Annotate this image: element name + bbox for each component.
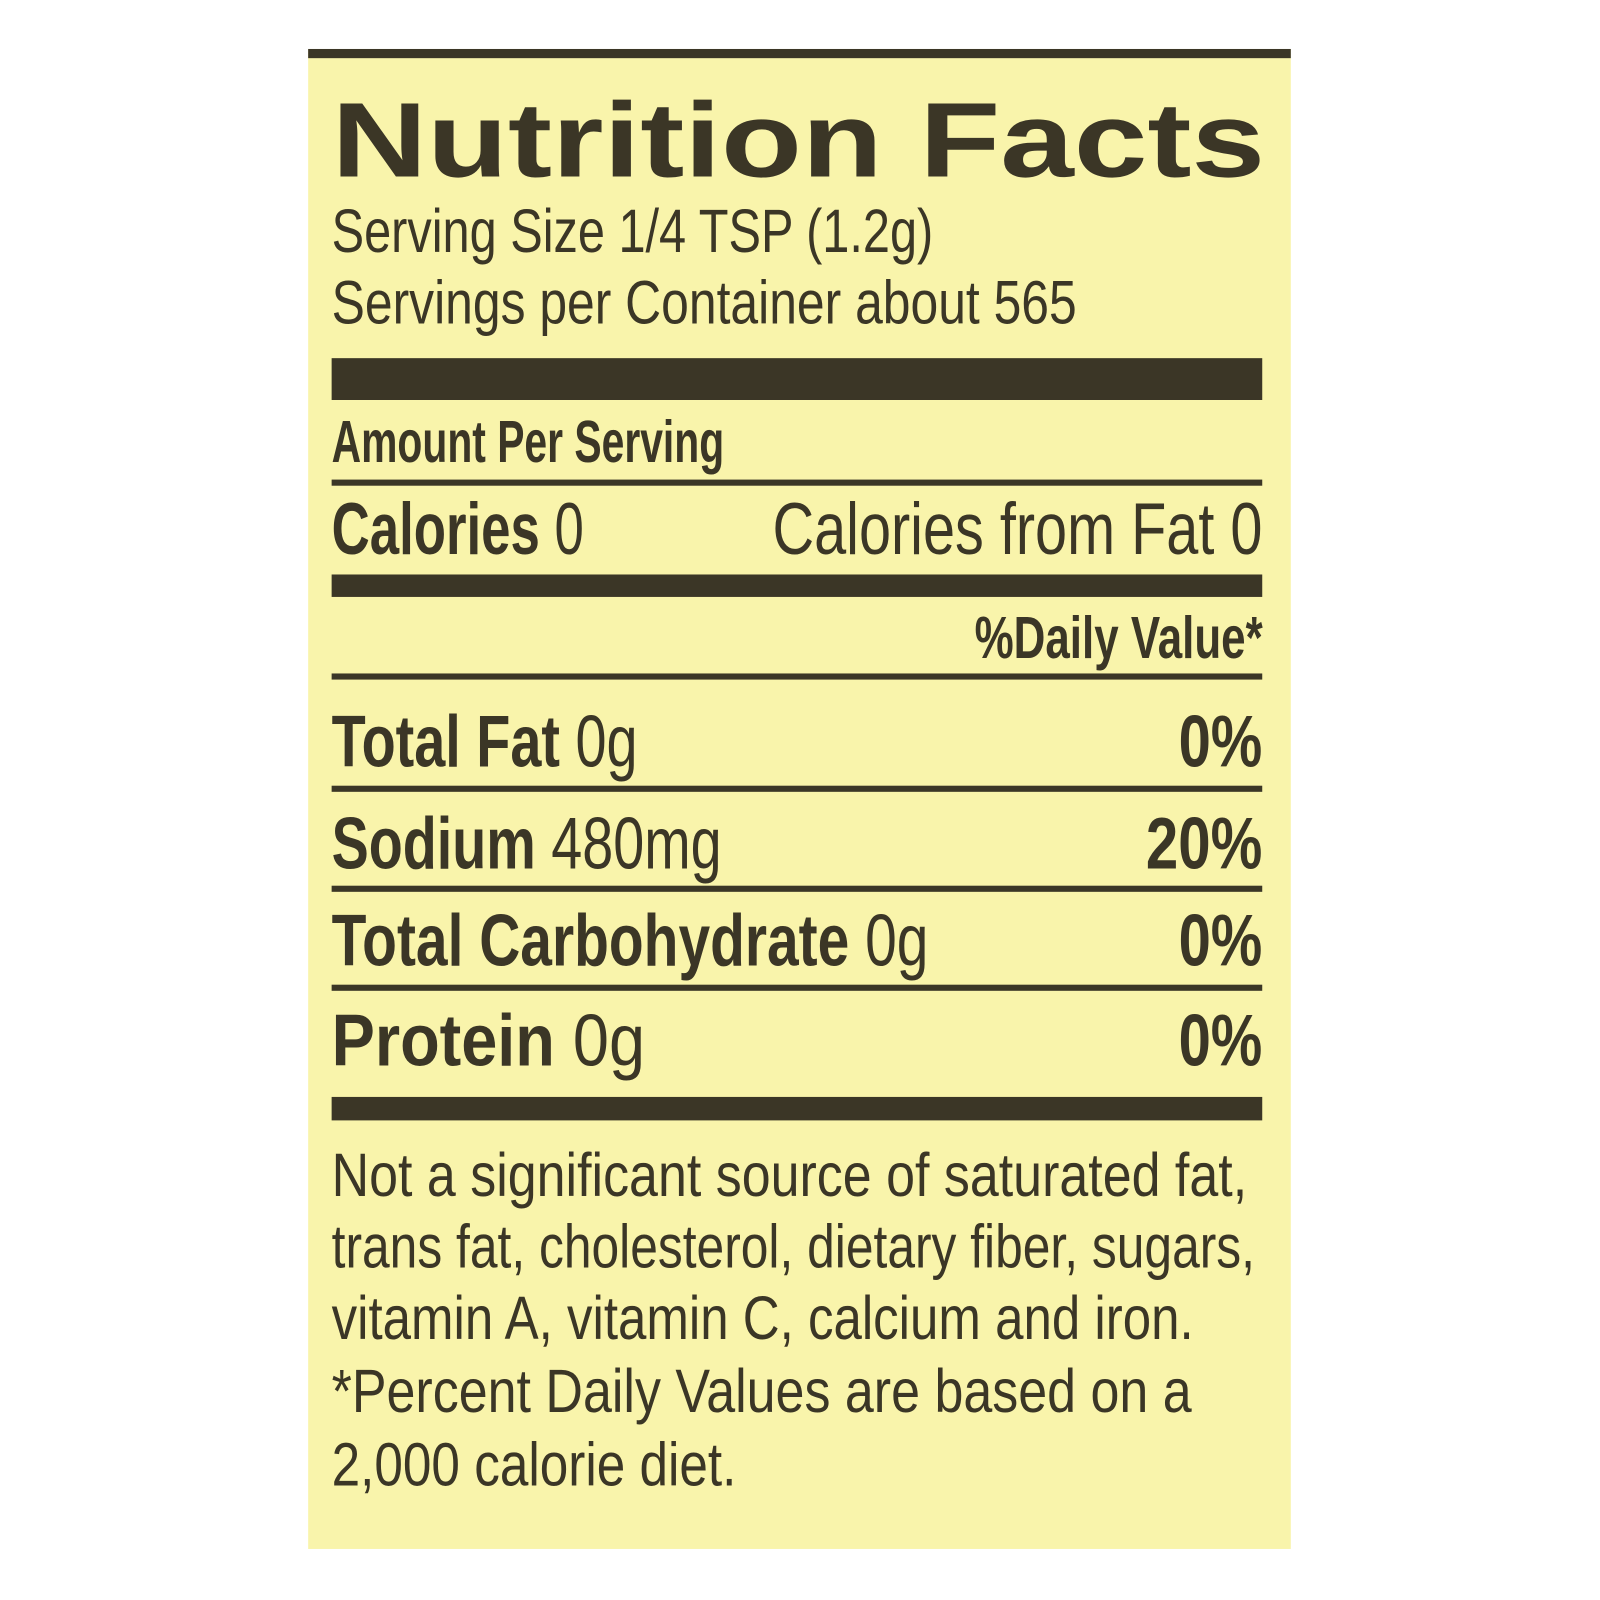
nutrient-dv: 0% [1178, 701, 1263, 783]
nutrient-name: Sodium [331, 803, 536, 885]
nutrient-amount: 0g [572, 999, 646, 1082]
nutrient-row-total-fat: Total Fat 0g [332, 705, 638, 778]
thin-divider [331, 885, 1263, 892]
nutrition-facts-panel [308, 48, 1291, 1549]
nutrient-amount: 480mg [551, 803, 722, 885]
nutrient-row-sodium: Sodium 480mg [332, 807, 722, 880]
calories-value: 0 [554, 488, 584, 571]
nutrient-dv: 20% [1145, 803, 1263, 885]
nutrient-amount: 0g [865, 899, 929, 982]
top-border [308, 48, 1291, 59]
calories-label: Calories [331, 488, 540, 571]
footnote-line: vitamin A, vitamin C, calcium and iron. [331, 1283, 1194, 1353]
footnote-line: Not a significant source of saturated fa… [331, 1140, 1248, 1210]
footnote-line: *Percent Daily Values are based on a [331, 1357, 1192, 1426]
serving-size: Serving Size 1/4 TSP (1.2g) [331, 196, 934, 266]
nutrient-row-protein: Protein 0g [332, 1004, 645, 1077]
daily-value-header: %Daily Value* [974, 605, 1263, 672]
nutrient-amount: 0g [575, 701, 638, 783]
nutrient-name: Total Fat [331, 701, 560, 783]
thick-divider [331, 1096, 1263, 1121]
thin-divider [331, 673, 1263, 680]
nutrient-row-total-carbohydrate: Total Carbohydrate 0g [332, 904, 929, 977]
footnote-line: trans fat, cholesterol, dietary fiber, s… [331, 1212, 1255, 1281]
thin-divider [331, 479, 1263, 486]
servings-per-container: Servings per Container about 565 [331, 268, 1077, 337]
amount-per-serving: Amount Per Serving [331, 409, 725, 476]
calories-row: Calories 0 [332, 493, 584, 566]
thin-divider [331, 785, 1263, 792]
footnote-line: 2,000 calorie diet. [331, 1430, 737, 1499]
nutrient-name: Protein [331, 999, 555, 1082]
label-title: Nutrition Facts [331, 81, 1266, 200]
nutrient-name: Total Carbohydrate [331, 899, 850, 982]
nutrient-dv: 0% [1178, 899, 1263, 982]
nutrient-dv: 0% [1178, 999, 1263, 1082]
thin-divider [331, 984, 1263, 991]
medium-divider [331, 574, 1263, 597]
calories-from-fat: Calories from Fat 0 [772, 488, 1263, 571]
thick-divider [331, 358, 1263, 400]
